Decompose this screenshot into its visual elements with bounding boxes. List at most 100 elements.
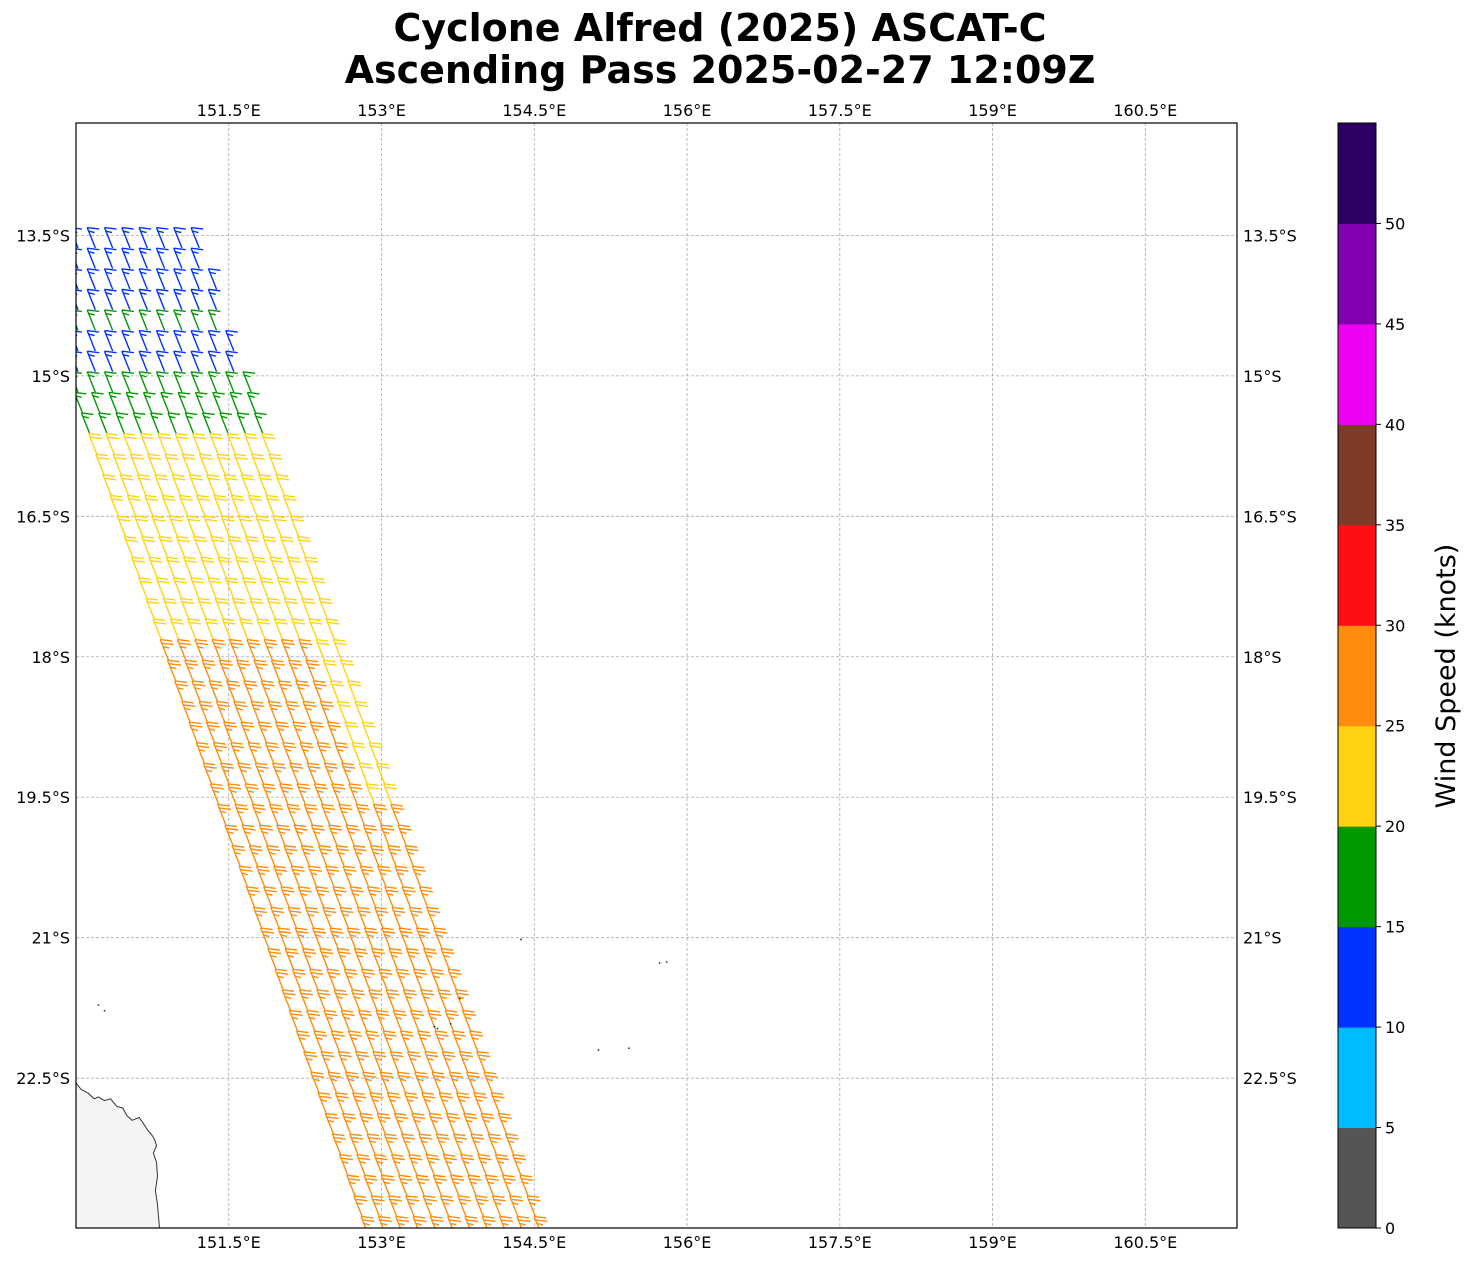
- wind-barb: [207, 268, 221, 290]
- wind-barb: [375, 1009, 390, 1032]
- wind-barb: [299, 741, 314, 764]
- lon-tick-label-top: 156°E: [663, 101, 712, 120]
- lat-tick-label-right: 15°S: [1243, 367, 1282, 386]
- wind-barb: [226, 432, 241, 455]
- wind-barb: [310, 1071, 325, 1093]
- wind-barb: [207, 577, 222, 599]
- wind-barb: [372, 1050, 387, 1073]
- colorbar-tick-label: 20: [1385, 817, 1405, 836]
- wind-barb: [126, 494, 141, 517]
- wind-barb: [203, 515, 218, 537]
- wind-barb: [250, 453, 266, 475]
- wind-barb: [223, 474, 238, 496]
- wind-barb: [109, 494, 124, 517]
- wind-barb: [231, 844, 246, 867]
- wind-barb: [86, 247, 100, 269]
- wind-barb: [173, 329, 186, 352]
- wind-barb: [295, 1030, 311, 1052]
- wind-barb: [268, 803, 284, 826]
- wind-barb: [440, 947, 455, 970]
- wind-barb: [207, 371, 221, 393]
- wind-barb: [310, 824, 325, 846]
- wind-barb: [323, 762, 339, 784]
- wind-barb: [401, 886, 416, 908]
- lat-tick-label-left: 21°S: [31, 929, 70, 948]
- wind-barb: [212, 741, 227, 764]
- wind-barb: [340, 1009, 355, 1032]
- wind-barb: [401, 1133, 416, 1155]
- wind-barb: [130, 556, 146, 578]
- wind-barb: [262, 535, 277, 558]
- wind-barb: [311, 577, 326, 599]
- colorbar-bin: [1338, 524, 1376, 626]
- wind-barb: [200, 556, 215, 578]
- wind-barb: [224, 577, 239, 599]
- wind-barb: [369, 1092, 384, 1114]
- wind-barb: [300, 844, 315, 867]
- wind-barb: [267, 947, 282, 970]
- wind-barb: [138, 329, 152, 352]
- wind-barb: [397, 824, 412, 846]
- wind-barb: [439, 1195, 454, 1217]
- wind-barb: [122, 432, 137, 455]
- wind-barb: [250, 700, 265, 723]
- wind-barb: [173, 371, 186, 393]
- wind-barb: [119, 474, 134, 496]
- wind-barb: [116, 515, 131, 537]
- wind-barb: [246, 638, 261, 661]
- wind-barb: [173, 268, 186, 290]
- wind-barb: [282, 494, 297, 517]
- wind-barb: [455, 1092, 471, 1114]
- wind-barb: [255, 515, 270, 537]
- wind-barb: [277, 927, 292, 949]
- wind-barb: [86, 329, 100, 352]
- wind-barb: [219, 412, 233, 434]
- wind-barb: [425, 1153, 440, 1176]
- wind-barb: [343, 968, 358, 990]
- wind-barb: [155, 350, 169, 372]
- wind-barb: [242, 577, 257, 599]
- wind-barb: [318, 597, 333, 620]
- coastline-land: [76, 1082, 161, 1228]
- lon-tick-label-bottom: 154.5°E: [502, 1233, 566, 1252]
- wind-barb: [155, 329, 169, 352]
- wind-barb: [344, 721, 359, 743]
- wind-barb: [286, 803, 301, 826]
- wind-barb: [415, 1174, 430, 1196]
- wind-barb: [288, 1009, 303, 1032]
- wind-barb: [394, 865, 409, 887]
- wind-barb: [173, 247, 186, 269]
- wind-barb: [412, 1215, 427, 1228]
- wind-barb: [243, 680, 258, 702]
- wind-barb: [467, 1174, 482, 1196]
- wind-barb: [458, 1050, 474, 1073]
- wind-barb: [383, 1133, 398, 1155]
- colorbar-tick-label: 35: [1385, 516, 1405, 535]
- wind-barb: [442, 1153, 457, 1176]
- wind-barb: [516, 1215, 531, 1228]
- wind-barb: [333, 989, 348, 1011]
- wind-barb: [98, 412, 111, 434]
- wind-barb: [86, 350, 100, 372]
- lon-tick-label-top: 151.5°E: [197, 101, 261, 120]
- wind-barb: [431, 1071, 446, 1093]
- wind-barb: [181, 453, 196, 475]
- wind-barb: [347, 680, 362, 702]
- colorbar-tick-label: 30: [1385, 616, 1405, 635]
- wind-barb: [274, 968, 289, 990]
- wind-barb: [283, 597, 298, 620]
- wind-barb: [254, 762, 269, 784]
- wind-barb: [362, 824, 377, 846]
- wind-barb: [389, 1050, 404, 1073]
- wind-barb: [441, 1050, 456, 1073]
- wind-barb: [346, 1174, 361, 1196]
- wind-barb: [377, 865, 392, 887]
- wind-barb: [474, 1195, 489, 1217]
- wind-barb: [326, 968, 341, 990]
- wind-barb: [190, 288, 204, 311]
- wind-barb: [196, 494, 211, 517]
- wind-barb: [176, 638, 192, 661]
- wind-barb: [447, 968, 462, 990]
- wind-barb: [236, 412, 250, 434]
- wind-barb: [365, 1030, 380, 1052]
